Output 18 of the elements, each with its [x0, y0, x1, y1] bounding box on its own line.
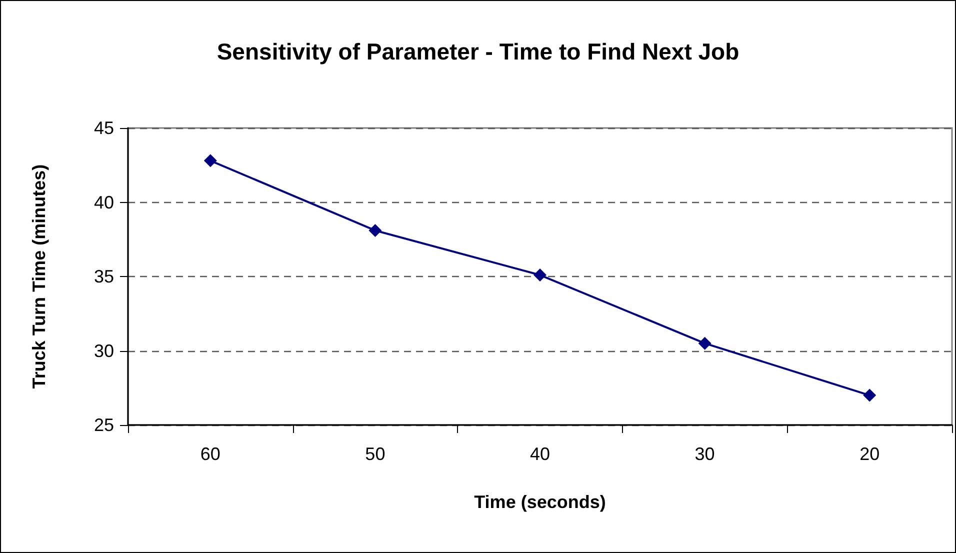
point	[204, 154, 217, 168]
x-tick-label: 30	[694, 444, 715, 464]
y-tick-label: 40	[94, 192, 114, 212]
point	[534, 268, 546, 282]
point	[698, 336, 712, 350]
y-tick-label: 35	[94, 266, 114, 286]
y-axis-title: Truck Turn Time (minutes)	[29, 164, 49, 389]
point	[368, 224, 382, 237]
x-tick-label: 50	[365, 444, 386, 464]
y-tick-label: 30	[94, 340, 114, 361]
chart-title: Sensitivity of Parameter - Time to Find Next Job	[216, 38, 740, 64]
x-axis-title: Time (seconds)	[474, 492, 606, 512]
y-tick-label: 45	[94, 118, 114, 138]
point	[863, 388, 876, 402]
x-tick-label: 40	[530, 444, 550, 464]
x-tick-label: 20	[860, 444, 880, 464]
x-tick-label: 60	[200, 444, 220, 464]
y-tick-label: 25	[94, 415, 114, 435]
